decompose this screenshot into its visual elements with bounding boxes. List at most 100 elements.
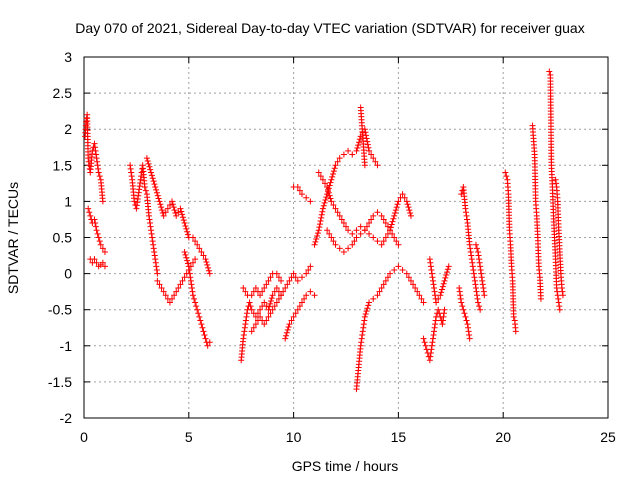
data-point — [148, 169, 155, 176]
data-point — [317, 217, 324, 224]
data-point — [285, 324, 292, 331]
data-point — [151, 252, 158, 259]
data-point — [197, 317, 204, 324]
data-point — [156, 281, 163, 288]
data-point — [313, 235, 320, 242]
data-point — [428, 266, 435, 273]
data-point — [476, 303, 483, 310]
data-point — [248, 292, 255, 299]
data-point — [366, 230, 373, 237]
data-point — [406, 207, 413, 214]
data-point — [193, 303, 200, 310]
data-point — [546, 68, 553, 75]
data-point — [391, 234, 398, 241]
data-point — [469, 259, 476, 266]
data-point — [324, 227, 331, 234]
data-point — [361, 317, 368, 324]
data-point — [184, 231, 191, 238]
data-point — [428, 346, 435, 353]
data-point — [318, 211, 325, 218]
data-point — [169, 198, 176, 205]
data-point — [151, 248, 158, 255]
data-point — [166, 202, 173, 209]
data-point — [391, 266, 398, 273]
data-point — [150, 245, 157, 252]
data-point — [395, 198, 402, 205]
data-point — [349, 230, 356, 237]
data-point — [205, 264, 212, 271]
data-point — [471, 274, 478, 281]
data-point — [421, 339, 428, 346]
data-point — [330, 170, 337, 177]
data-point — [363, 308, 370, 315]
data-point — [462, 313, 469, 320]
axis-ticks: -2 -1.5 -1 -0.5 0 0.5 1 1.5 2 2.5 3 0 5 10 15 20 25 — [48, 49, 616, 445]
data-point — [181, 248, 188, 255]
data-point — [187, 277, 194, 284]
data-point — [472, 241, 479, 248]
data-point — [179, 277, 186, 284]
data-point — [148, 227, 155, 234]
data-point — [336, 245, 343, 252]
data-point — [445, 263, 452, 270]
data-point — [380, 216, 387, 223]
data-point — [97, 241, 104, 248]
data-point — [353, 147, 360, 154]
data-point — [92, 144, 99, 151]
data-point — [205, 267, 212, 274]
data-point — [427, 263, 434, 270]
data-point — [340, 220, 347, 227]
data-point — [85, 205, 92, 212]
data-point — [170, 204, 177, 211]
data-point — [478, 270, 485, 277]
data-point — [464, 321, 471, 328]
data-point — [152, 259, 159, 266]
data-point — [159, 209, 166, 216]
data-point — [314, 230, 321, 237]
data-point — [303, 292, 310, 299]
data-point — [252, 285, 259, 292]
data-point — [177, 281, 184, 288]
data-point — [328, 176, 335, 183]
data-point — [183, 225, 190, 232]
data-point — [553, 180, 560, 187]
y-tick-label: 1 — [64, 193, 72, 209]
data-point — [154, 192, 161, 199]
data-point — [206, 339, 213, 346]
data-point — [466, 241, 473, 248]
data-point — [345, 147, 352, 154]
data-point — [476, 259, 483, 266]
data-point — [474, 295, 481, 302]
data-point — [286, 277, 293, 284]
data-point — [349, 241, 356, 248]
data-point — [200, 328, 207, 335]
data-point — [322, 180, 329, 187]
data-point — [150, 241, 157, 248]
data-point — [378, 241, 385, 248]
data-point — [263, 281, 270, 288]
data-point — [374, 292, 381, 299]
data-point — [472, 285, 479, 292]
data-point — [267, 300, 274, 307]
data-point — [204, 342, 211, 349]
data-point — [172, 209, 179, 216]
data-point — [315, 227, 322, 234]
data-point — [358, 335, 365, 342]
data-point — [290, 270, 297, 277]
data-point — [420, 335, 427, 342]
data-point — [175, 285, 182, 292]
data-point — [359, 331, 366, 338]
data-point — [153, 189, 160, 196]
data-point — [86, 209, 93, 216]
data-point — [403, 270, 410, 277]
data-point — [370, 155, 377, 162]
data-point — [440, 313, 447, 320]
data-point — [128, 173, 135, 180]
data-point — [467, 248, 474, 255]
data-point — [376, 288, 383, 295]
data-point — [158, 285, 165, 292]
data-point — [307, 288, 314, 295]
data-point — [353, 234, 360, 241]
data-point — [426, 357, 433, 364]
data-point — [380, 238, 387, 245]
